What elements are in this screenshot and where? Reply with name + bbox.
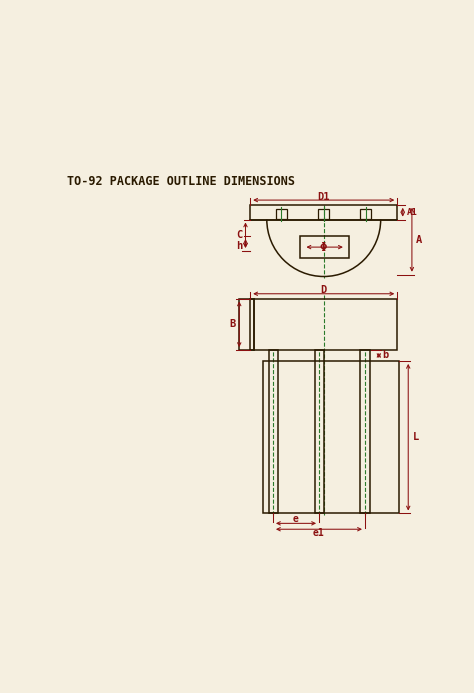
Text: A: A <box>416 235 422 245</box>
Bar <box>300 236 349 258</box>
Bar <box>360 350 370 514</box>
Text: B: B <box>229 319 236 329</box>
Text: b: b <box>383 351 389 360</box>
Text: D1: D1 <box>318 192 330 202</box>
Bar <box>250 205 397 220</box>
Text: L: L <box>413 432 419 442</box>
Bar <box>250 299 397 350</box>
Text: A1: A1 <box>406 208 417 217</box>
Text: D: D <box>320 286 327 295</box>
Text: e1: e1 <box>313 528 325 538</box>
Bar <box>239 299 254 350</box>
Bar <box>318 209 329 219</box>
Bar <box>360 209 372 219</box>
Text: C: C <box>236 230 242 240</box>
Bar <box>315 350 324 514</box>
Bar <box>263 361 399 514</box>
Bar <box>276 209 287 219</box>
Bar <box>269 350 278 514</box>
Text: Φ: Φ <box>320 240 328 254</box>
Text: h: h <box>236 241 242 252</box>
Text: TO-92 PACKAGE OUTLINE DIMENSIONS: TO-92 PACKAGE OUTLINE DIMENSIONS <box>66 175 295 188</box>
Text: e: e <box>293 514 299 524</box>
